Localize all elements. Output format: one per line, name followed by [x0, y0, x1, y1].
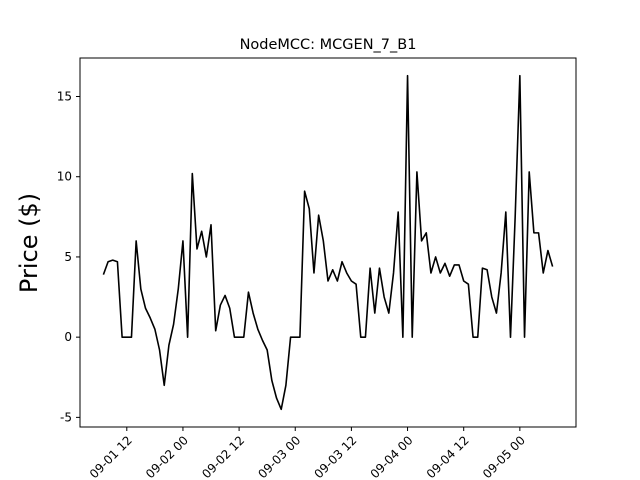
y-tick-label: -5: [60, 410, 72, 424]
x-tick-label: 09-04 00: [368, 433, 416, 480]
price-line: [102, 74, 554, 411]
x-tick-label: 09-03 00: [255, 433, 303, 480]
x-tick-label: 09-04 12: [424, 433, 472, 480]
y-tick-label: 0: [64, 330, 72, 344]
y-tick-label: 15: [57, 90, 72, 104]
x-tick-label: 09-01 12: [87, 433, 135, 480]
y-axis-label: Price ($): [15, 193, 43, 293]
y-tick-label: 5: [64, 250, 72, 264]
x-tick-label: 09-05 00: [480, 433, 528, 480]
x-tick-label: 09-03 12: [311, 433, 359, 480]
x-tick-label: 09-02 00: [143, 433, 191, 480]
y-tick-label: 10: [57, 170, 72, 184]
plot-frame: [79, 57, 577, 428]
chart-title: NodeMCC: MCGEN_7_B1: [240, 37, 417, 53]
x-tick-label: 09-02 12: [199, 433, 247, 480]
